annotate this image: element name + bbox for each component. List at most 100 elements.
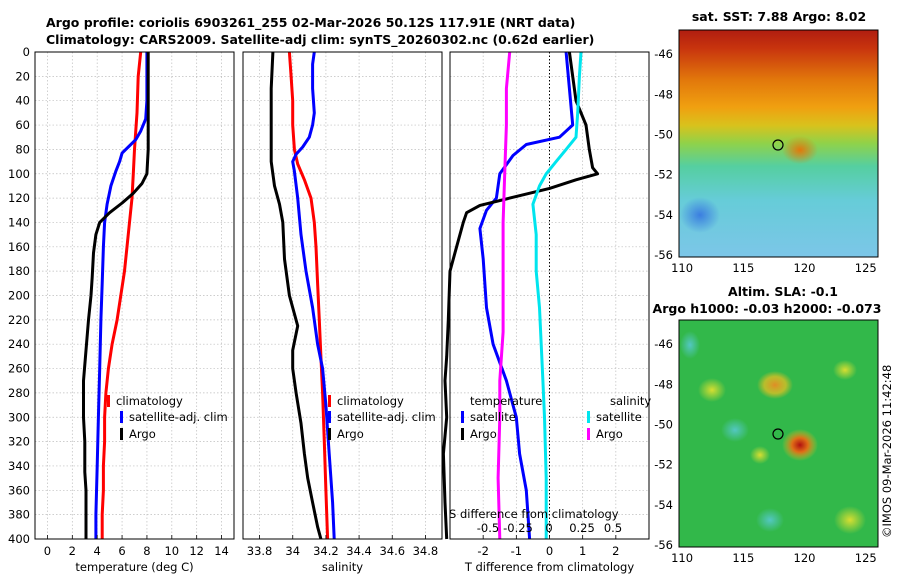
imos-credit: ©IMOS 09-Mar-2026 11:42:48 bbox=[880, 365, 894, 538]
legend-title-salinity: salinity bbox=[610, 394, 651, 408]
y-tick-label: 380 bbox=[8, 508, 30, 522]
sla-map-frame bbox=[678, 319, 879, 548]
legend-swatch-argo bbox=[120, 428, 123, 440]
argo-location-marker bbox=[772, 428, 784, 440]
sla-map: Altim. SLA: -0.1 Argo h1000: -0.03 h2000… bbox=[653, 284, 882, 565]
x-tick-label: 34.8 bbox=[413, 544, 439, 558]
map-x-tick-label: 115 bbox=[732, 261, 754, 275]
x-axis-label: salinity bbox=[322, 560, 363, 574]
x-tick-label: 2 bbox=[69, 544, 76, 558]
map-y-tick-label: -54 bbox=[654, 498, 673, 512]
map-y-tick-label: -54 bbox=[654, 208, 673, 222]
sla-map-title-line2: Argo h1000: -0.03 h2000: -0.073 bbox=[653, 301, 882, 316]
sla-eddy bbox=[782, 429, 818, 461]
series-line-argo bbox=[82, 52, 150, 539]
map-x-tick-label: 115 bbox=[732, 551, 754, 565]
legend-swatch-t-argo bbox=[461, 428, 464, 440]
legend-label: satellite-adj. clim bbox=[129, 410, 228, 424]
legend-label: climatology bbox=[116, 394, 183, 408]
legend-label: Argo bbox=[596, 427, 623, 441]
legend-swatch-s-satellite bbox=[587, 411, 590, 423]
map-x-tick-label: 125 bbox=[855, 261, 877, 275]
y-tick-label: 240 bbox=[8, 337, 30, 351]
x-tick-label: 0 bbox=[546, 544, 553, 558]
s-tick-label: -0.25 bbox=[503, 521, 533, 535]
salinity-legend: climatology satellite-adj. clim Argo bbox=[328, 394, 436, 441]
y-tick-label: 280 bbox=[8, 386, 30, 400]
series-line-temperature-satellite bbox=[478, 51, 575, 540]
series-line-climatology bbox=[287, 51, 330, 540]
x-tick-label: 34.4 bbox=[346, 544, 372, 558]
map-x-tick-label: 120 bbox=[794, 551, 816, 565]
x-tick-label: -1 bbox=[511, 544, 522, 558]
y-tick-label: 180 bbox=[8, 264, 30, 278]
legend-label: climatology bbox=[337, 394, 404, 408]
map-y-tick-label: -52 bbox=[654, 458, 673, 472]
y-tick-label: 120 bbox=[8, 191, 30, 205]
difference-chart: -2 -1 0 1 2 T difference from climatology bbox=[441, 51, 650, 574]
map-y-tick-label: -48 bbox=[654, 377, 673, 391]
legend-swatch-t-satellite bbox=[461, 411, 464, 423]
s-tick-label: 0 bbox=[545, 521, 552, 535]
legend-title-temperature: temperature bbox=[470, 394, 542, 408]
series-line-salinity-satellite bbox=[531, 51, 583, 539]
map-y-tick-label: -50 bbox=[654, 127, 673, 141]
sla-map-title-line1: Altim. SLA: -0.1 bbox=[728, 284, 838, 299]
y-tick-label: 80 bbox=[15, 142, 30, 156]
legend-swatch-satellite bbox=[328, 411, 331, 423]
legend-label: Argo bbox=[470, 427, 497, 441]
y-tick-label: 100 bbox=[8, 167, 30, 181]
series-line-argo bbox=[269, 51, 323, 540]
header-title-line1: Argo profile: coriolis 6903261_255 02-Ma… bbox=[46, 15, 575, 31]
series-line-satellite-adj-clim bbox=[291, 51, 336, 540]
x-tick-label: 34.6 bbox=[379, 544, 405, 558]
top-axis-label: S difference from climatology bbox=[449, 507, 619, 521]
y-tick-label: 400 bbox=[8, 532, 30, 546]
series-line-climatology bbox=[100, 51, 143, 539]
x-tick-label: 34 bbox=[285, 544, 300, 558]
sla-anomaly bbox=[757, 371, 793, 399]
x-tick-label: 34.2 bbox=[313, 544, 339, 558]
x-tick-label: 4 bbox=[94, 544, 101, 558]
legend-swatch-argo bbox=[328, 428, 331, 440]
sla-anomaly bbox=[834, 506, 866, 534]
y-tick-label: 260 bbox=[8, 362, 30, 376]
x-tick-label: 12 bbox=[189, 544, 204, 558]
sla-anomaly bbox=[756, 508, 784, 532]
legend-swatch-climatology bbox=[107, 395, 110, 407]
y-tick-label: 340 bbox=[8, 459, 30, 473]
sst-warm-eddy bbox=[782, 136, 818, 164]
x-tick-label: 6 bbox=[118, 544, 125, 558]
temperature-chart: 0 2 4 6 8 10 12 14 temperature (deg C) 0 20 40 60 80 1… bbox=[8, 45, 235, 574]
y-tick-label: 320 bbox=[8, 435, 30, 449]
x-axis-label: T difference from climatology bbox=[464, 560, 635, 574]
sla-anomaly bbox=[833, 360, 857, 380]
map-x-tick-label: 125 bbox=[855, 551, 877, 565]
map-y-tick-label: -48 bbox=[654, 87, 673, 101]
x-tick-label: 1 bbox=[579, 544, 586, 558]
header-title-line2: Climatology: CARS2009. Satellite-adj cli… bbox=[46, 32, 594, 48]
x-axis-label: temperature (deg C) bbox=[75, 560, 193, 574]
map-y-tick-label: -52 bbox=[654, 168, 673, 182]
legend-label: satellite bbox=[596, 410, 642, 424]
s-tick-label: -0.5 bbox=[477, 521, 499, 535]
legend-swatch-climatology bbox=[328, 395, 331, 407]
series-line-satellite-adj-clim bbox=[94, 52, 149, 539]
x-tick-label: 0 bbox=[44, 544, 51, 558]
x-tick-label: 14 bbox=[214, 544, 229, 558]
y-tick-label: 300 bbox=[8, 410, 30, 424]
map-y-tick-label: -50 bbox=[654, 417, 673, 431]
sla-anomaly bbox=[721, 418, 749, 442]
y-tick-label: 140 bbox=[8, 215, 30, 229]
s-tick-label: 0.5 bbox=[604, 521, 622, 535]
salinity-diff-axis: S difference from climatology -0.5 -0.25… bbox=[449, 507, 622, 535]
sst-map-frame bbox=[678, 29, 879, 258]
map-x-tick-label: 110 bbox=[671, 261, 693, 275]
x-tick-label: 2 bbox=[612, 544, 619, 558]
y-tick-label: 200 bbox=[8, 289, 30, 303]
y-tick-label: 40 bbox=[15, 94, 30, 108]
temperature-legend: climatology satellite-adj. clim Argo bbox=[107, 394, 228, 441]
map-y-tick-label: -56 bbox=[654, 538, 673, 552]
y-tick-label: 360 bbox=[8, 483, 30, 497]
series-line-temperature-argo bbox=[441, 51, 600, 540]
